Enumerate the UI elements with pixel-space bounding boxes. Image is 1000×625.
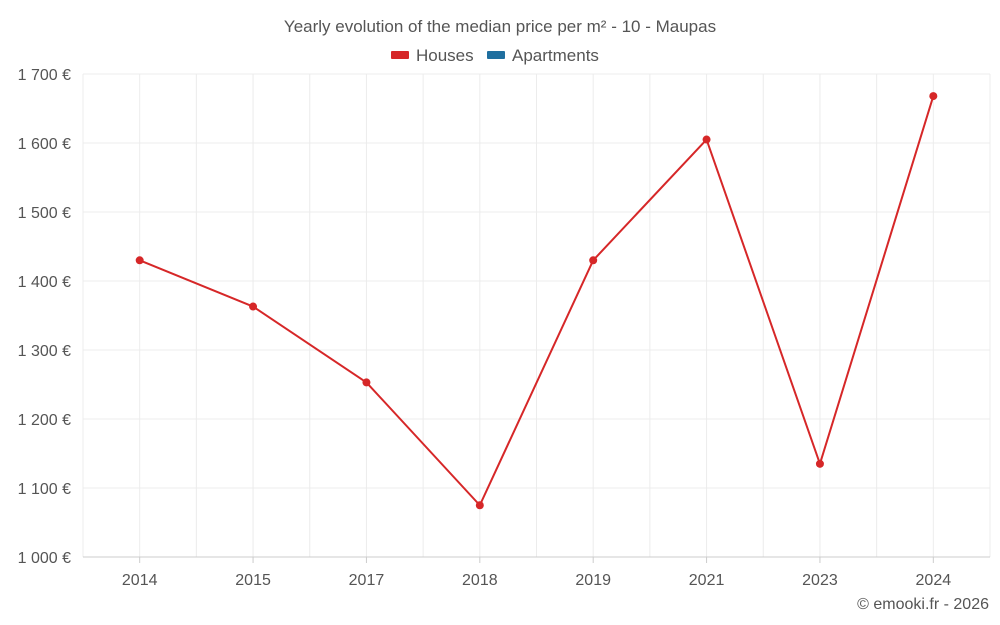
y-tick-label: 1 700 € (18, 67, 71, 84)
x-axis-ticks: 2014 2015 2017 2018 2019 2021 2023 2024 (122, 557, 951, 589)
x-tick-label: 2018 (462, 572, 498, 589)
x-tick-label: 2015 (235, 572, 271, 589)
x-tick-label: 2019 (575, 572, 611, 589)
series-houses (135, 92, 938, 510)
y-tick-label: 1 400 € (18, 274, 71, 291)
y-tick-label: 1 500 € (18, 205, 71, 222)
y-axis-ticks: 1 000 € 1 100 € 1 200 € 1 300 € 1 400 € 1 500… (18, 67, 71, 567)
x-tick-label: 2021 (689, 572, 725, 589)
legend-label-apartments: Apartments (512, 46, 599, 65)
x-tick-label: 2023 (802, 572, 838, 589)
legend: Houses Apartments (391, 46, 599, 65)
y-tick-label: 1 300 € (18, 343, 71, 360)
x-tick-label: 2014 (122, 572, 158, 589)
legend-item-houses[interactable]: Houses (391, 46, 474, 65)
legend-swatch-houses (391, 51, 409, 59)
legend-item-apartments[interactable]: Apartments (487, 46, 599, 65)
data-point[interactable] (475, 501, 484, 510)
y-tick-label: 1 600 € (18, 136, 71, 153)
y-tick-label: 1 000 € (18, 550, 71, 567)
data-point[interactable] (135, 256, 144, 265)
data-point[interactable] (702, 135, 711, 144)
grid-lines (82, 73, 991, 557)
x-tick-label: 2017 (349, 572, 385, 589)
data-point[interactable] (815, 459, 824, 468)
y-tick-label: 1 100 € (18, 481, 71, 498)
legend-label-houses: Houses (416, 46, 474, 65)
data-point[interactable] (589, 256, 598, 265)
data-point[interactable] (249, 302, 258, 311)
data-point[interactable] (362, 378, 371, 387)
x-tick-label: 2024 (916, 572, 952, 589)
y-tick-label: 1 200 € (18, 412, 71, 429)
data-point[interactable] (929, 92, 938, 101)
legend-swatch-apartments (487, 51, 505, 59)
credit-text: © emooki.fr - 2026 (857, 596, 989, 613)
chart-title: Yearly evolution of the median price per… (284, 17, 716, 36)
series-line (139, 95, 935, 507)
